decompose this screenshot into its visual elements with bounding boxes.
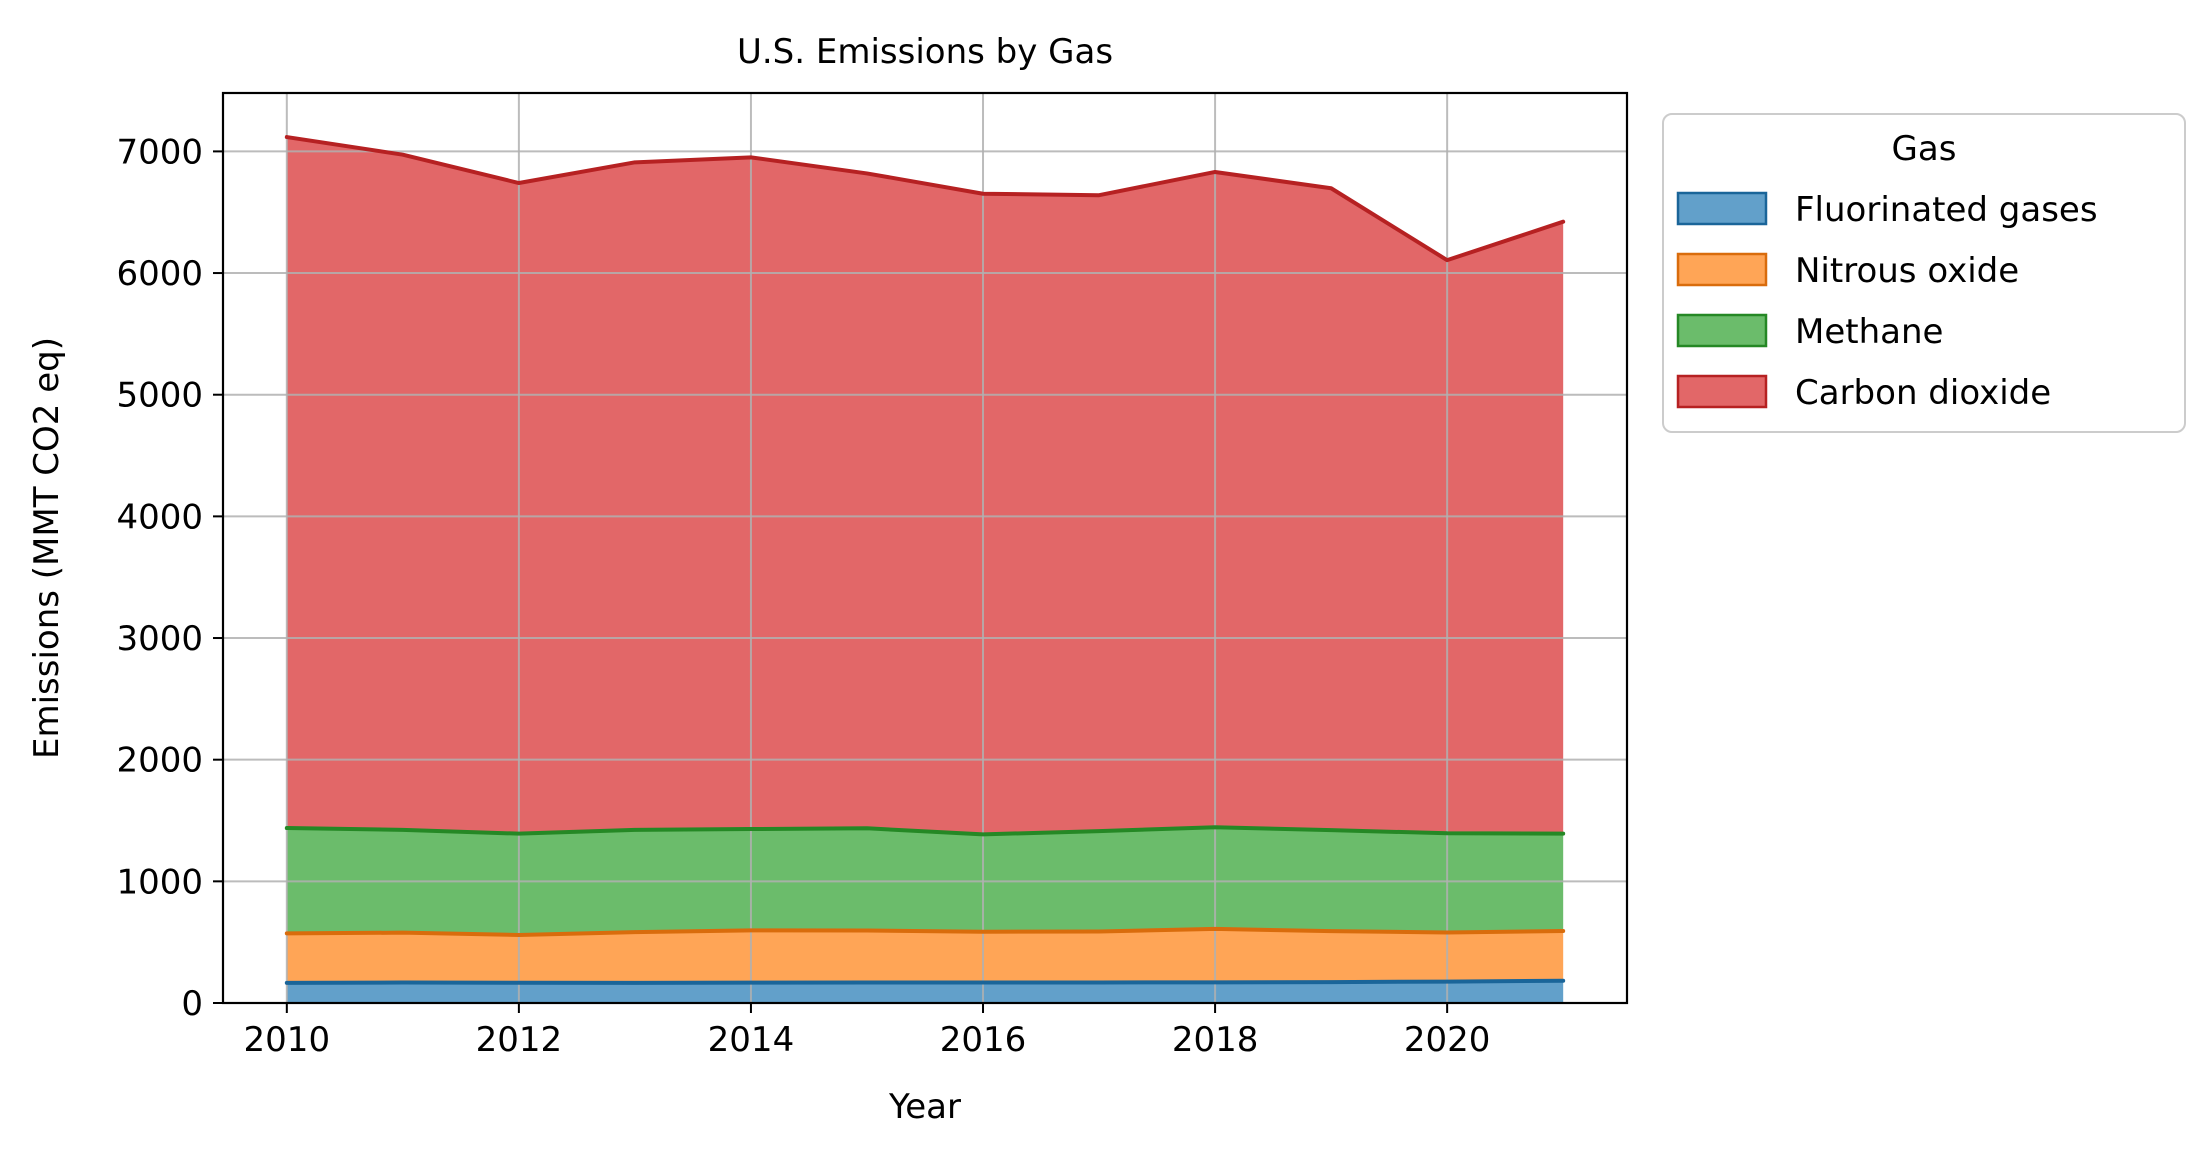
y-tick-label: 2000 <box>116 741 203 781</box>
y-tick-label: 4000 <box>116 497 203 537</box>
legend-label-carbon-dioxide: Carbon dioxide <box>1795 373 2051 413</box>
y-tick-label: 6000 <box>116 254 203 294</box>
legend-swatch-fluorinated-gases <box>1676 191 1768 226</box>
series-line-layer <box>284 135 1566 985</box>
y-tick-label: 7000 <box>116 132 203 172</box>
area-fluorinated-gases <box>286 980 1564 1003</box>
legend-frame <box>1662 113 2186 433</box>
line-methane <box>284 825 1566 837</box>
line-carbon-dioxide <box>284 135 1566 263</box>
x-tick-label: 2016 <box>940 1020 1027 1060</box>
legend-items: Fluorinated gases Nitrous oxide Methane Car… <box>1676 190 2098 413</box>
x-tick-label: 2020 <box>1404 1020 1491 1060</box>
legend-swatch-methane <box>1676 313 1768 348</box>
y-tick-label: 3000 <box>116 619 203 659</box>
legend-swatch-carbon-dioxide <box>1676 374 1768 409</box>
y-tick-label: 5000 <box>116 376 203 416</box>
y-tick-label: 1000 <box>116 862 203 902</box>
legend-swatch-nitrous-oxide <box>1676 252 1768 287</box>
area-carbon-dioxide <box>286 137 1564 835</box>
x-tick-label: 2012 <box>476 1020 563 1060</box>
y-tick-label: 0 <box>181 984 203 1024</box>
line-fluorinated-gases <box>284 978 1566 985</box>
chart-title: U.S. Emissions by Gas <box>737 32 1113 72</box>
x-tick-label: 2018 <box>1172 1020 1259 1060</box>
line-nitrous-oxide <box>284 926 1566 937</box>
legend-label-methane: Methane <box>1795 312 1943 352</box>
legend-label-nitrous-oxide: Nitrous oxide <box>1795 251 2019 291</box>
plot-frame <box>221 91 1629 1005</box>
area-nitrous-oxide <box>286 928 1564 983</box>
area-layer <box>286 137 1564 1003</box>
y-axis-label: Emissions (MMT CO2 eq) <box>27 337 67 759</box>
x-tick-label: 2014 <box>708 1020 795 1060</box>
x-tick-label: 2010 <box>244 1020 331 1060</box>
legend-title: Gas <box>1892 129 1957 169</box>
axis-ticks: 2010 2012 2014 2016 2018 2020 0 1000 2000 3000 400… <box>116 132 1490 1060</box>
legend: Gas Fluorinated gases Nitrous oxide Methan… <box>1662 113 2186 433</box>
legend-label-fluorinated-gases: Fluorinated gases <box>1795 190 2098 230</box>
x-axis-label: Year <box>888 1087 961 1127</box>
